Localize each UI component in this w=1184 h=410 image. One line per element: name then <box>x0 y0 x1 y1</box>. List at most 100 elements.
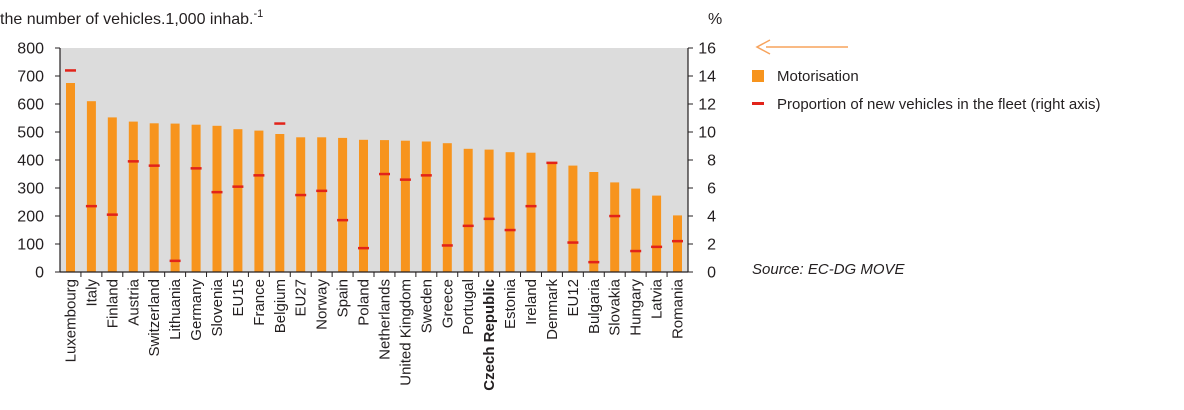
marker-poland <box>358 246 369 250</box>
x-tick-label: Portugal <box>460 279 477 335</box>
x-tick-label: Belgium <box>272 279 289 333</box>
x-tick-label: Luxembourg <box>63 279 80 362</box>
x-tick-label: Poland <box>356 279 373 326</box>
bar-ireland <box>526 152 536 272</box>
bar-lithuania <box>170 123 180 272</box>
bar-france <box>254 130 264 272</box>
marker-united-kingdom <box>399 178 411 181</box>
bar-spain <box>338 137 348 272</box>
y-tick-label: 700 <box>17 69 44 86</box>
marker-slovenia <box>211 190 223 194</box>
bar-eu15 <box>233 129 243 272</box>
y-tick-label: 200 <box>17 209 44 226</box>
marker-ireland <box>525 204 537 208</box>
y-axis-label-sup: -1 <box>254 8 264 20</box>
bar-bulgaria <box>589 172 599 272</box>
marker-eu15 <box>232 185 244 188</box>
bar-denmark <box>547 163 557 272</box>
axes: 0 100 200 300 400 500 600 700 800 0 2 4 6 8 10 12 14 16 Lu… <box>17 41 716 391</box>
x-tick-label: Hungary <box>628 279 645 336</box>
bar-luxembourg <box>66 83 75 272</box>
marker-switzerland <box>148 164 160 167</box>
y2-tick-label: 16 <box>698 41 716 58</box>
marker-romania <box>672 239 683 243</box>
marker-luxembourg <box>65 69 76 72</box>
marker-belgium <box>274 122 286 125</box>
y-tick-label: 300 <box>17 181 44 198</box>
x-tick-label: Latvia <box>649 278 666 319</box>
marker-sweden <box>420 174 432 177</box>
bar-germany <box>191 124 201 272</box>
y2-tick-label: 2 <box>707 237 716 254</box>
bar-latvia <box>652 195 662 272</box>
x-tick-label: Germany <box>188 279 205 341</box>
marker-hungary <box>630 249 642 253</box>
bar-eu12 <box>568 165 578 272</box>
x-tick-label: Sweden <box>418 279 435 333</box>
y-tick-label: 600 <box>17 97 44 114</box>
bar-greece <box>442 143 452 272</box>
x-tick-label: Estonia <box>502 278 519 329</box>
marker-bulgaria <box>588 260 600 264</box>
x-tick-label: Italy <box>83 279 100 307</box>
legend-label-motorisation: Motorisation <box>777 68 859 85</box>
y2-tick-label: 0 <box>707 265 716 282</box>
x-tick-label: Czech Republic <box>481 279 498 391</box>
plot-area <box>60 48 688 273</box>
x-tick-label: Romania <box>670 278 687 339</box>
x-tick-label: Ireland <box>523 279 540 325</box>
legend: Motorisation Proportion of new vehicles … <box>752 39 1101 113</box>
bar-hungary <box>631 188 641 272</box>
x-tick-label: Lithuania <box>167 278 184 340</box>
marker-eu12 <box>567 241 579 244</box>
marker-finland <box>106 213 118 216</box>
marker-france <box>253 174 265 177</box>
marker-czech-republic <box>483 217 495 221</box>
bar-united-kingdom <box>400 140 410 272</box>
marker-eu27 <box>295 193 307 197</box>
bar-slovakia <box>610 182 620 272</box>
y-tick-label: 400 <box>17 153 44 170</box>
marker-norway <box>316 189 328 193</box>
x-tick-label: Finland <box>104 279 121 328</box>
bar-slovenia <box>212 125 222 272</box>
y-tick-label: 0 <box>35 265 44 282</box>
bar-finland <box>107 117 117 273</box>
marker-austria <box>127 160 139 163</box>
x-tick-label: Denmark <box>544 279 561 340</box>
y-tick-label: 100 <box>17 237 44 254</box>
marker-lithuania <box>169 259 181 263</box>
bar-czech-republic <box>484 149 494 272</box>
x-tick-label: EU12 <box>565 279 582 317</box>
bar-switzerland <box>149 123 159 272</box>
x-tick-label: Switzerland <box>146 279 163 357</box>
x-tick-label: Austria <box>125 278 142 325</box>
y2-tick-label: 12 <box>698 97 716 114</box>
x-tick-label: United Kingdom <box>397 279 414 386</box>
source-note: Source: EC-DG MOVE <box>752 261 906 278</box>
y2-tick-label: 10 <box>698 125 716 142</box>
x-tick-label: Netherlands <box>377 279 394 360</box>
bar-portugal <box>463 148 473 272</box>
legend-swatch-proportion <box>752 102 764 105</box>
y-axis-label: the number of vehicles.1,000 inhab.-1 <box>0 8 263 28</box>
bar-italy <box>86 101 96 272</box>
plot-background <box>60 48 688 272</box>
y-tick-label: 500 <box>17 125 44 142</box>
marker-italy <box>85 204 97 208</box>
marker-portugal <box>462 224 474 228</box>
y2-tick-label: 4 <box>707 209 716 226</box>
x-tick-label: France <box>251 279 268 326</box>
x-tick-label: EU15 <box>230 279 247 317</box>
bar-belgium <box>275 134 285 272</box>
bar-norway <box>317 137 327 272</box>
y2-tick-label: 8 <box>707 153 716 170</box>
y-axis-label-text: the number of vehicles.1,000 inhab. <box>0 11 254 28</box>
x-tick-label: Spain <box>335 279 352 317</box>
bar-eu27 <box>296 137 306 272</box>
marker-greece <box>441 244 453 247</box>
marker-germany <box>190 167 202 170</box>
marker-spain <box>337 218 349 222</box>
marker-netherlands <box>379 172 390 176</box>
marker-latvia <box>651 245 663 249</box>
